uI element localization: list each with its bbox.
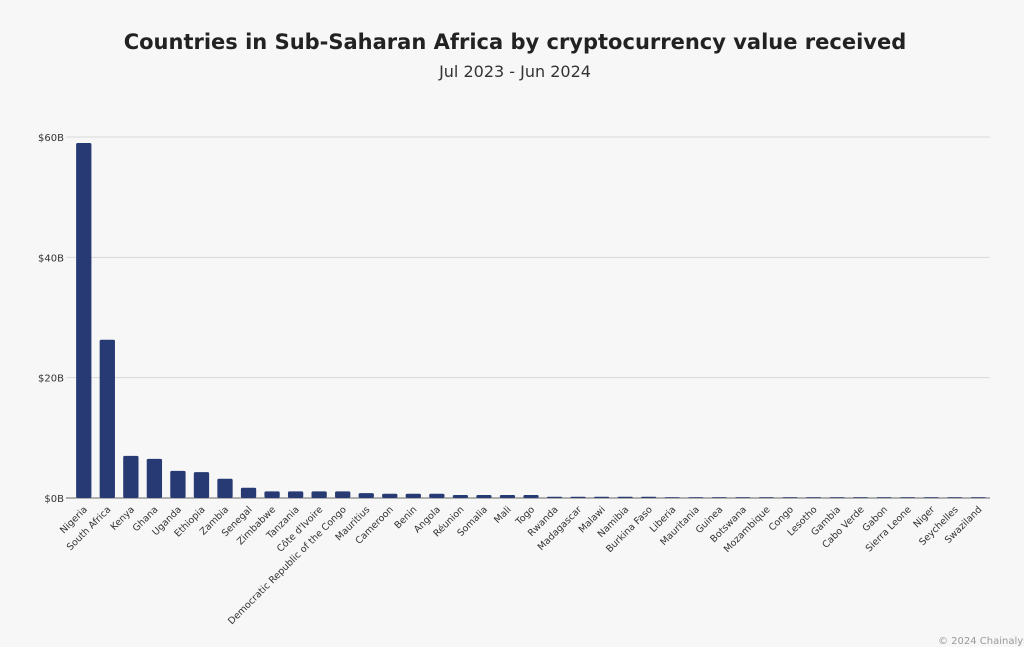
bar <box>947 497 963 498</box>
bar <box>593 496 610 498</box>
bar <box>876 497 892 498</box>
bar <box>970 497 986 498</box>
bar <box>382 493 398 498</box>
copyright: © 2024 Chainalysis <box>938 636 1024 647</box>
bar <box>805 497 822 498</box>
bar <box>76 143 92 498</box>
bar <box>476 494 492 498</box>
bar <box>641 496 657 498</box>
bar <box>335 491 351 498</box>
chart-subtitle: Jul 2023 - Jun 2024 <box>439 62 591 81</box>
bar <box>829 497 845 498</box>
chart-title: Countries in Sub-Saharan Africa by crypt… <box>123 30 907 54</box>
bar <box>688 497 704 498</box>
bar <box>923 497 939 498</box>
bar <box>217 478 233 498</box>
bar <box>852 497 869 498</box>
bar <box>758 497 775 498</box>
bar <box>123 455 139 498</box>
bar <box>735 497 751 498</box>
bar <box>287 491 304 498</box>
y-tick-label: $60B <box>38 133 64 144</box>
bar <box>311 491 327 498</box>
bar <box>452 494 469 498</box>
y-tick-label: $0B <box>44 494 64 505</box>
x-tick-label: Mali <box>492 504 513 525</box>
y-tick-label: $20B <box>38 374 64 385</box>
bar <box>499 494 516 498</box>
bar <box>711 497 727 498</box>
bar <box>193 472 210 498</box>
bar <box>523 494 539 498</box>
bar <box>405 493 421 498</box>
bar <box>782 497 798 498</box>
bar <box>99 339 115 498</box>
bar <box>358 493 374 498</box>
bar <box>146 458 163 498</box>
bar <box>899 497 916 498</box>
bar <box>429 493 445 498</box>
bar <box>264 491 280 498</box>
bar <box>617 496 633 498</box>
bar <box>664 497 680 498</box>
bar <box>240 487 257 498</box>
bar <box>546 496 563 498</box>
bar <box>170 470 186 498</box>
bar <box>570 496 586 498</box>
y-tick-label: $40B <box>38 253 64 264</box>
